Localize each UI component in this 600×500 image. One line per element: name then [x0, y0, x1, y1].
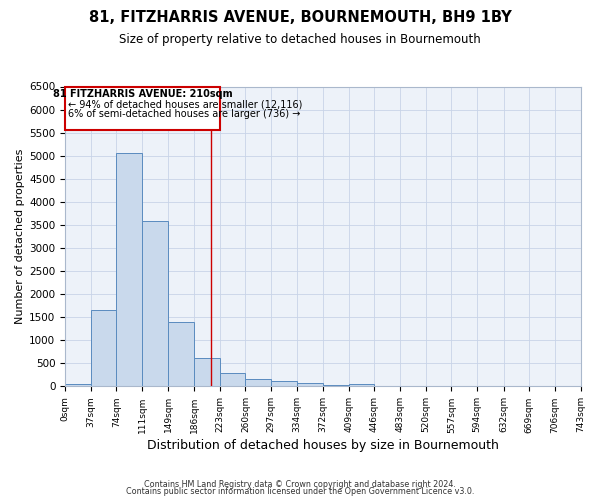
Bar [323, 384, 349, 386]
X-axis label: Distribution of detached houses by size in Bournemouth: Distribution of detached houses by size … [147, 440, 499, 452]
Text: Contains HM Land Registry data © Crown copyright and database right 2024.: Contains HM Land Registry data © Crown c… [144, 480, 456, 489]
Text: 81, FITZHARRIS AVENUE, BOURNEMOUTH, BH9 1BY: 81, FITZHARRIS AVENUE, BOURNEMOUTH, BH9 … [89, 10, 511, 25]
Bar [169, 322, 194, 386]
Text: Contains public sector information licensed under the Open Government Licence v3: Contains public sector information licen… [126, 487, 474, 496]
Text: 81 FITZHARRIS AVENUE: 210sqm: 81 FITZHARRIS AVENUE: 210sqm [53, 89, 232, 99]
Bar [220, 373, 245, 386]
Bar [116, 154, 142, 386]
Bar [245, 379, 271, 386]
Y-axis label: Number of detached properties: Number of detached properties [15, 149, 25, 324]
FancyBboxPatch shape [65, 86, 220, 130]
Text: ← 94% of detached houses are smaller (12,116): ← 94% of detached houses are smaller (12… [68, 100, 302, 110]
Bar [297, 384, 323, 386]
Bar [349, 384, 374, 386]
Text: 6% of semi-detached houses are larger (736) →: 6% of semi-detached houses are larger (7… [68, 109, 300, 119]
Bar [65, 384, 91, 386]
Bar [91, 310, 116, 386]
Bar [142, 222, 169, 386]
Bar [194, 358, 220, 386]
Bar [271, 382, 297, 386]
Text: Size of property relative to detached houses in Bournemouth: Size of property relative to detached ho… [119, 32, 481, 46]
